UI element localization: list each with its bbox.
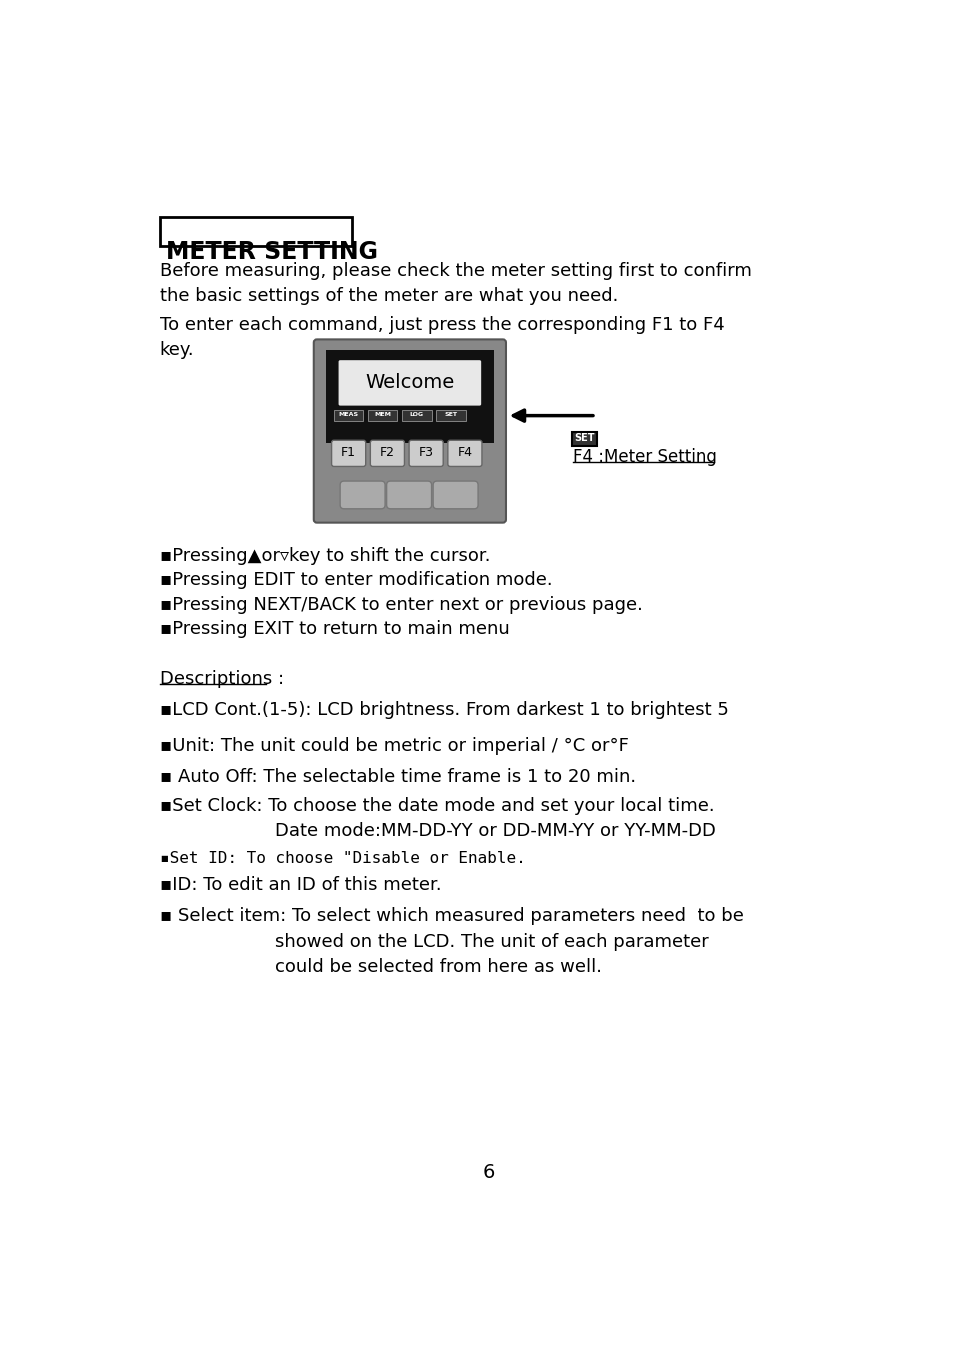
Text: ▪ Select item: To select which measured parameters need  to be
                 : ▪ Select item: To select which measured … [159,907,742,976]
FancyBboxPatch shape [370,440,404,467]
FancyBboxPatch shape [409,440,443,467]
Text: Welcome: Welcome [365,373,454,392]
Text: SET: SET [574,433,594,443]
Text: ▪ Auto Off: The selectable time frame is 1 to 20 min.: ▪ Auto Off: The selectable time frame is… [159,769,635,786]
FancyBboxPatch shape [159,217,352,246]
FancyBboxPatch shape [338,361,480,405]
Bar [334,411,363,421]
Text: ▪LCD Cont.(1-5): LCD brightness. From darkest 1 to brightest 5: ▪LCD Cont.(1-5): LCD brightness. From da… [159,700,728,719]
Text: MEM: MEM [374,412,391,417]
Text: To enter each command, just press the corresponding F1 to F4
key.: To enter each command, just press the co… [159,315,723,358]
Bar [326,350,493,443]
Text: F3: F3 [418,446,434,459]
Text: F4: F4 [456,446,472,459]
Text: ▪Pressing▲or▿key to shift the cursor.: ▪Pressing▲or▿key to shift the cursor. [159,546,490,564]
FancyBboxPatch shape [571,432,596,446]
Text: F1: F1 [341,446,355,459]
FancyBboxPatch shape [340,481,385,509]
Bar [436,411,465,421]
Text: Descriptions :: Descriptions : [159,670,283,688]
Text: ▪Set Clock: To choose the date mode and set your local time.
                   : ▪Set Clock: To choose the date mode and … [159,797,715,840]
FancyBboxPatch shape [447,440,481,467]
Text: ▪Pressing NEXT/BACK to enter next or previous page.: ▪Pressing NEXT/BACK to enter next or pre… [159,596,641,614]
Text: Before measuring, please check the meter setting first to confirm
the basic sett: Before measuring, please check the meter… [159,261,751,304]
Bar [368,411,397,421]
FancyBboxPatch shape [314,339,505,522]
FancyBboxPatch shape [433,481,477,509]
Text: 6: 6 [482,1163,495,1182]
Text: ▪ID: To edit an ID of this meter.: ▪ID: To edit an ID of this meter. [159,876,440,894]
Bar [402,411,431,421]
Text: SET: SET [444,412,457,417]
Text: ▪Pressing EXIT to return to main menu: ▪Pressing EXIT to return to main menu [159,621,509,638]
Text: F4 :Meter Setting: F4 :Meter Setting [572,448,716,466]
FancyBboxPatch shape [386,481,431,509]
Text: MEAS: MEAS [338,412,358,417]
Text: F2: F2 [379,446,395,459]
Text: METER SETTING: METER SETTING [166,240,377,264]
Text: ▪Set ID: To choose "Disable or Enable.: ▪Set ID: To choose "Disable or Enable. [159,852,525,867]
Text: ▪Pressing EDIT to enter modification mode.: ▪Pressing EDIT to enter modification mod… [159,571,552,590]
Text: ▪Unit: The unit could be metric or imperial / °C or°F: ▪Unit: The unit could be metric or imper… [159,738,628,755]
Text: LOG: LOG [410,412,423,417]
FancyBboxPatch shape [332,440,365,467]
